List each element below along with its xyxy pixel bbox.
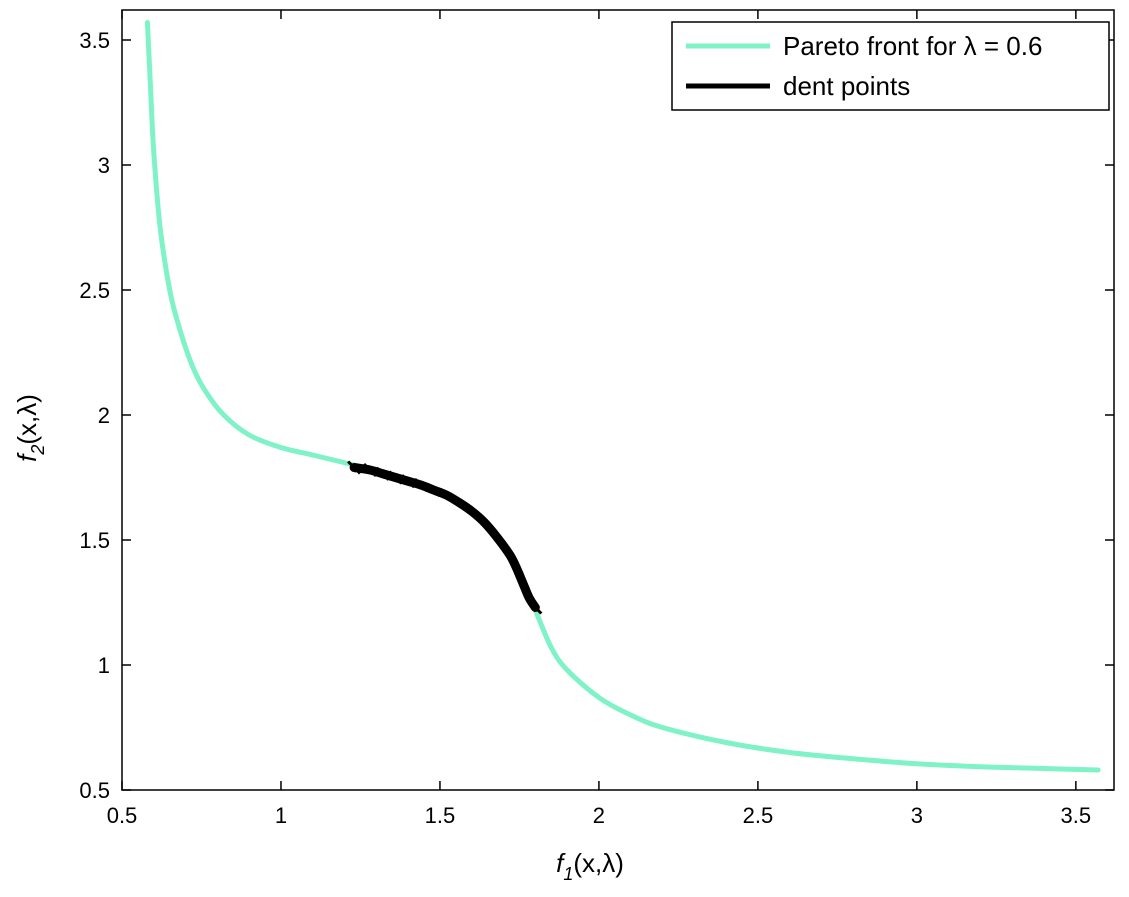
dent-point-marker — [502, 547, 517, 563]
x-tick-label: 1.5 — [425, 803, 456, 828]
x-axis-label: f1(x,λ) — [556, 848, 624, 884]
y-tick-label: 3 — [98, 153, 110, 178]
series-pareto-front-1 — [532, 607, 1101, 773]
legend-box — [671, 21, 1110, 111]
x-tick-label: 1 — [275, 803, 287, 828]
dent-point-marker — [439, 487, 454, 503]
y-axis-label: f2(x,λ) — [12, 394, 48, 462]
x-tick-label: 0.5 — [107, 803, 138, 828]
dent-point-marker — [362, 462, 378, 478]
dent-point-marker — [521, 590, 537, 605]
ticks-layer: 0.5 1 1.5 2 2.5 3 3.5 0.5 1 1.5 2 2.5 3 3.5 — [79, 10, 1114, 828]
x-tick-label: 3.5 — [1061, 803, 1092, 828]
series-layer — [144, 20, 1101, 773]
x-tick-label: 3 — [911, 803, 923, 828]
x-tick-label: 2 — [593, 803, 605, 828]
dent-point-marker — [464, 504, 479, 519]
y-tick-label: 1 — [98, 653, 110, 678]
x-axis-label-main: f — [556, 848, 566, 878]
x-axis-label-sub: 1 — [563, 864, 573, 884]
dent-point-marker — [509, 560, 524, 575]
plot-frame — [121, 9, 1115, 791]
y-tick-label: 0.5 — [79, 778, 110, 803]
dent-point-marker — [426, 482, 441, 498]
dent-point-marker — [375, 466, 390, 481]
y-axis-label-sub: 2 — [28, 445, 48, 456]
y-tick-label: 2.5 — [79, 278, 110, 303]
legend-label-pareto-front: Pareto front for λ = 0.6 — [783, 31, 1042, 61]
dent-point-marker — [413, 477, 428, 493]
y-tick-label: 3.5 — [79, 28, 110, 53]
y-tick-label: 1.5 — [79, 528, 110, 553]
x-tick-label: 2.5 — [743, 803, 774, 828]
legend: Pareto front for λ = 0.6 dent points — [671, 21, 1110, 111]
series-pareto-front-0 — [144, 20, 357, 468]
legend-label-dent-points: dent points — [783, 71, 910, 101]
y-axis-label-main: f — [12, 452, 42, 462]
dent-point-marker — [401, 474, 416, 489]
dent-point-marker — [477, 515, 492, 530]
dent-point-marker — [515, 575, 530, 590]
dent-point-marker — [388, 470, 403, 485]
y-axis-label-rest: (x,λ) — [12, 394, 42, 445]
x-axis-label-rest: (x,λ) — [573, 848, 624, 878]
dent-point-marker — [347, 460, 362, 475]
dent-point-marker — [528, 600, 543, 615]
dent-point-marker — [490, 530, 505, 545]
dent-point-marker — [451, 495, 467, 510]
y-tick-label: 2 — [98, 403, 110, 428]
